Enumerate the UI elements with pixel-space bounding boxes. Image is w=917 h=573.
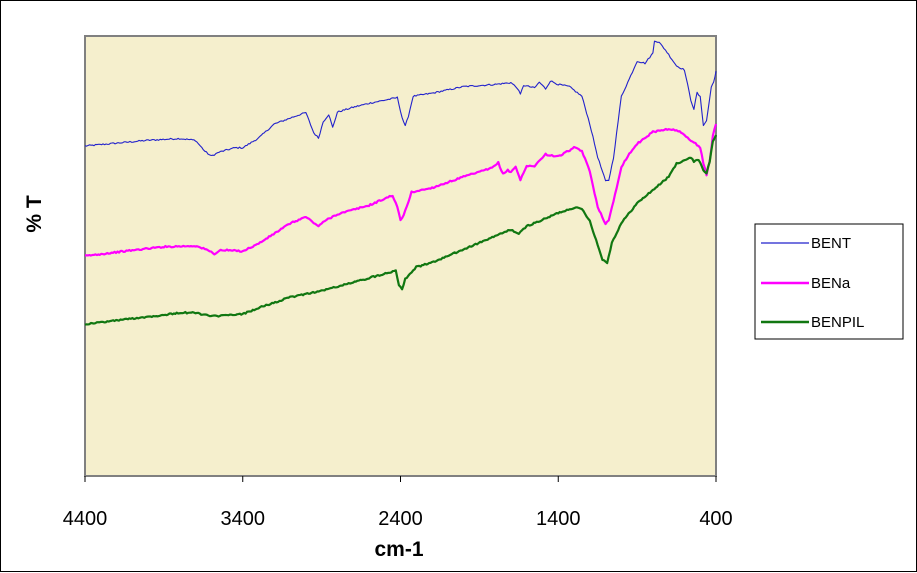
legend: BENT BENa BENPIL bbox=[754, 223, 904, 340]
legend-label-bena: BENa bbox=[811, 275, 851, 292]
y-axis-title: % T bbox=[23, 195, 46, 233]
legend-box bbox=[754, 223, 904, 340]
x-axis-title: cm-1 bbox=[374, 538, 423, 561]
plot-area bbox=[84, 35, 717, 477]
x-tick-label: 4400 bbox=[63, 508, 108, 530]
series-group bbox=[84, 40, 718, 326]
legend-label-benpil: BENPIL bbox=[811, 314, 864, 331]
legend-label-bent: BENT bbox=[811, 235, 851, 252]
series-line-benpil bbox=[84, 134, 718, 326]
x-tick-label: 2400 bbox=[378, 508, 423, 530]
x-tick-label: 1400 bbox=[536, 508, 581, 530]
x-axis: 4400 3400 2400 1400 400 bbox=[63, 476, 733, 530]
series-line-bent bbox=[84, 40, 717, 182]
x-tick-label: 3400 bbox=[221, 508, 266, 530]
series-line-bena bbox=[84, 123, 718, 257]
x-tick-label: 400 bbox=[699, 508, 732, 530]
